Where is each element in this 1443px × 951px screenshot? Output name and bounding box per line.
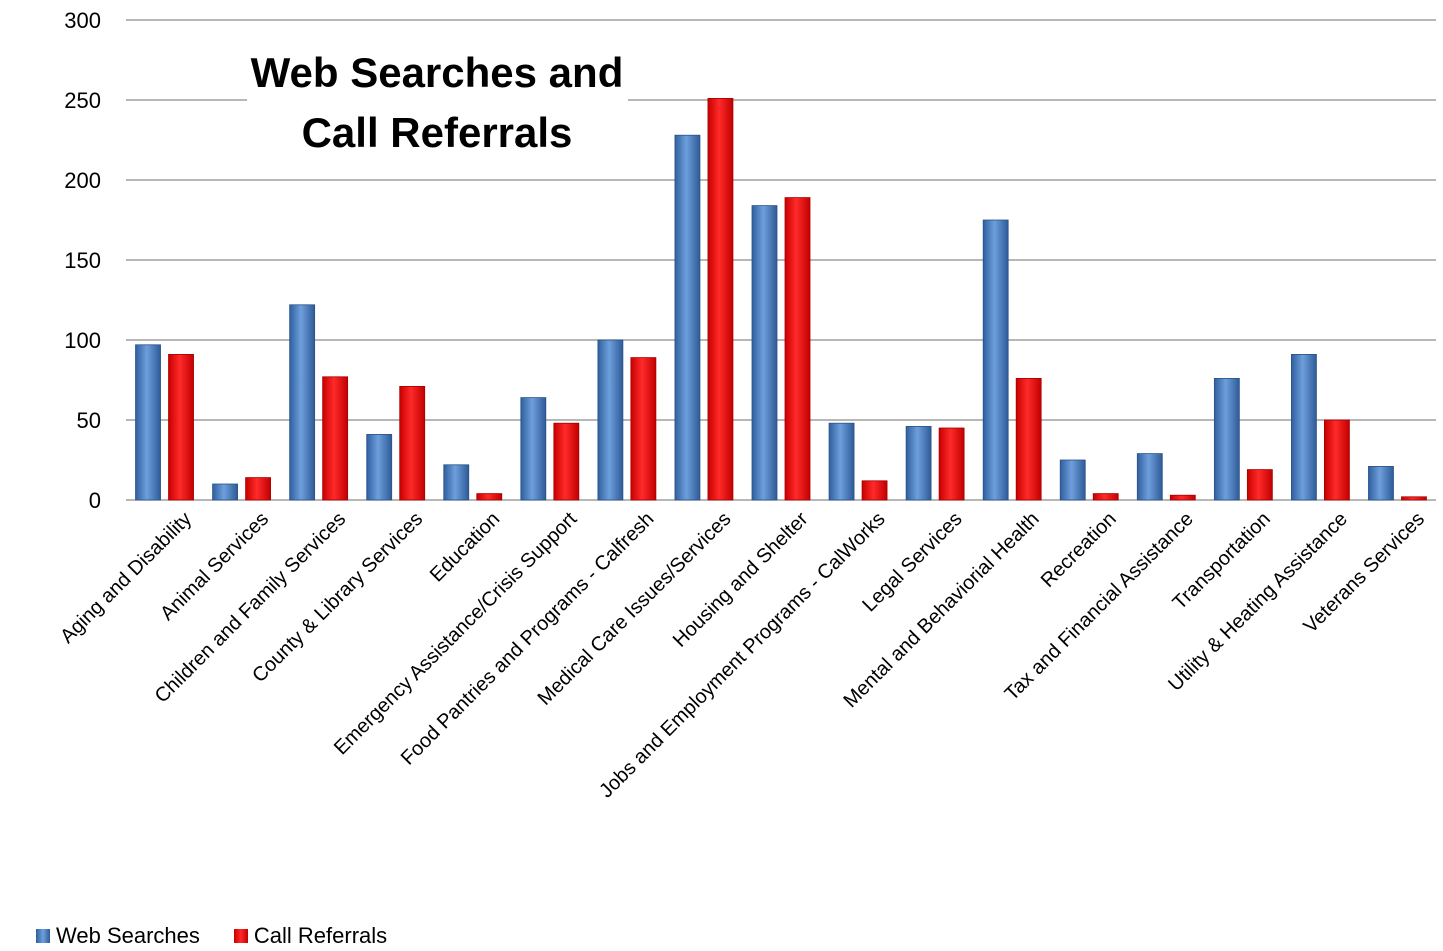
bar-call-referrals	[631, 358, 656, 500]
legend-item-web-searches: Web Searches	[36, 923, 200, 949]
bar-call-referrals	[862, 481, 887, 500]
x-tick-label: Jobs and Employment Programs - CalWorks	[595, 508, 889, 802]
bar-call-referrals	[1170, 495, 1195, 500]
bar-web-searches	[521, 398, 546, 500]
bar-call-referrals	[1324, 420, 1349, 500]
bar-call-referrals	[1247, 470, 1272, 500]
legend-item-call-referrals: Call Referrals	[234, 923, 387, 949]
bar-call-referrals	[323, 377, 348, 500]
bar-web-searches	[213, 484, 238, 500]
x-tick-label: Housing and Shelter	[669, 508, 813, 652]
bar-call-referrals	[1093, 494, 1118, 500]
legend: Web Searches Call Referrals	[36, 923, 387, 949]
legend-label-call-referrals: Call Referrals	[254, 923, 387, 949]
y-tick-label: 300	[64, 8, 101, 33]
bar-call-referrals	[1401, 497, 1426, 500]
y-axis-ticks: 0 50 100 150 200 250 300	[64, 8, 101, 513]
bar-call-referrals	[169, 354, 194, 500]
bar-call-referrals	[246, 478, 271, 500]
bar-web-searches	[136, 345, 161, 500]
bar-web-searches	[1368, 466, 1393, 500]
y-tick-label: 200	[64, 168, 101, 193]
bar-web-searches	[598, 340, 623, 500]
x-tick-label: Education	[426, 508, 504, 586]
bar-call-referrals	[785, 198, 810, 500]
chart-title-line-1: Web Searches and	[251, 49, 624, 96]
y-tick-label: 100	[64, 328, 101, 353]
bar-call-referrals	[554, 423, 579, 500]
legend-label-web-searches: Web Searches	[56, 923, 200, 949]
chart-title-line-2: Call Referrals	[302, 109, 573, 156]
bar-web-searches	[752, 206, 777, 500]
bar-web-searches	[1137, 454, 1162, 500]
bar-call-referrals	[477, 494, 502, 500]
bar-web-searches	[1291, 354, 1316, 500]
y-tick-label: 50	[77, 408, 101, 433]
bar-call-referrals	[939, 428, 964, 500]
y-tick-label: 250	[64, 88, 101, 113]
chart-title-group: Web Searches and Call Referrals	[247, 42, 628, 162]
y-tick-label: 0	[89, 488, 101, 513]
bar-web-searches	[906, 426, 931, 500]
bar-web-searches	[675, 135, 700, 500]
legend-swatch-web-searches	[36, 929, 50, 943]
bar-web-searches	[1060, 460, 1085, 500]
y-tick-label: 150	[64, 248, 101, 273]
bar-web-searches	[444, 465, 469, 500]
bar-call-referrals	[1016, 378, 1041, 500]
bar-web-searches	[290, 305, 315, 500]
bar-call-referrals	[400, 386, 425, 500]
bar-web-searches	[983, 220, 1008, 500]
bar-call-referrals	[708, 98, 733, 500]
bar-web-searches	[367, 434, 392, 500]
legend-swatch-call-referrals	[234, 929, 248, 943]
x-tick-label: Recreation	[1037, 508, 1121, 592]
bar-web-searches	[1214, 378, 1239, 500]
bar-web-searches	[829, 423, 854, 500]
x-tick-label: Aging and Disability	[56, 508, 196, 648]
